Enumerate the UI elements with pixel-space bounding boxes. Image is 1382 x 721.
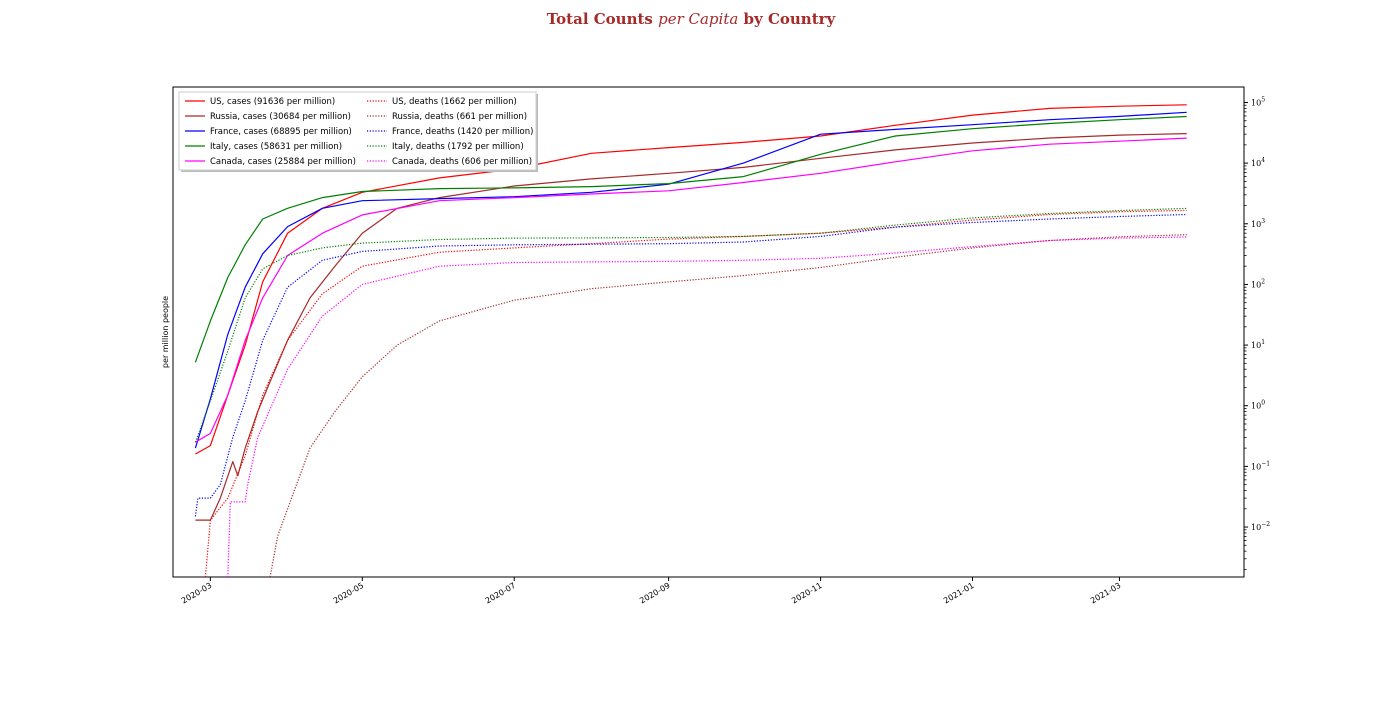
x-tick-label: 2020-07 <box>484 581 517 606</box>
x-tick-label: 2021-01 <box>942 581 975 606</box>
legend-entry: Russia, deaths (661 per million) <box>392 112 527 122</box>
chart-title-italic: per Capita <box>658 10 739 28</box>
series-line <box>194 213 1187 517</box>
legend-entry: Canada, cases (25884 per million) <box>210 157 356 167</box>
series-line <box>204 209 1187 577</box>
series-line <box>195 137 1187 443</box>
x-tick-label: 2020-05 <box>332 581 365 606</box>
series-line <box>194 111 1187 449</box>
series-line <box>269 234 1187 577</box>
series-line <box>227 236 1187 577</box>
y-tick-label: 105 <box>1251 96 1265 107</box>
series-line <box>194 207 1187 443</box>
y-tick-label: 101 <box>1251 339 1265 350</box>
legend-entry: US, cases (91636 per million) <box>210 97 335 107</box>
legend-box <box>178 91 537 171</box>
legend-entry: Italy, deaths (1792 per million) <box>392 142 524 152</box>
y-tick-label: 100 <box>1251 400 1265 411</box>
y-tick-label: 103 <box>1251 218 1265 229</box>
chart-title: Total Counts per Capita by Country <box>0 10 1382 28</box>
x-tick-label: 2020-11 <box>790 581 823 606</box>
y-axis-label: per million people <box>161 296 170 368</box>
x-tick-label: 2021-03 <box>1089 581 1122 606</box>
legend-entry: France, cases (68895 per million) <box>210 127 352 137</box>
y-axis: 10−2 10−1 100 101 102 103 104 105 <box>1244 96 1270 570</box>
x-tick-label: 2020-03 <box>180 581 213 606</box>
series-layer <box>194 104 1187 577</box>
legend-entry: Italy, cases (58631 per million) <box>210 142 342 152</box>
legend-entry: France, deaths (1420 per million) <box>392 127 533 137</box>
legend-entry: Russia, cases (30684 per million) <box>210 112 351 122</box>
y-tick-label: 104 <box>1251 157 1265 168</box>
y-tick-label: 102 <box>1251 278 1265 289</box>
chart-title-part: Total Counts <box>546 10 659 28</box>
series-line <box>195 133 1187 521</box>
legend-entry: US, deaths (1662 per million) <box>392 97 517 107</box>
x-tick-label: 2020-09 <box>638 581 671 606</box>
chart-title-part: by Country <box>738 10 836 28</box>
x-axis: 2020-03 2020-05 2020-07 2020-09 2020-11 2021-… <box>180 577 1122 606</box>
plot-frame <box>172 86 1245 578</box>
legend-entry: Canada, deaths (606 per million) <box>392 157 532 167</box>
y-tick-label: 10−2 <box>1251 521 1270 532</box>
y-tick-label: 10−1 <box>1251 460 1270 471</box>
legend: US, cases (91636 per million) Russia, cas… <box>178 91 538 172</box>
series-line <box>194 115 1187 363</box>
